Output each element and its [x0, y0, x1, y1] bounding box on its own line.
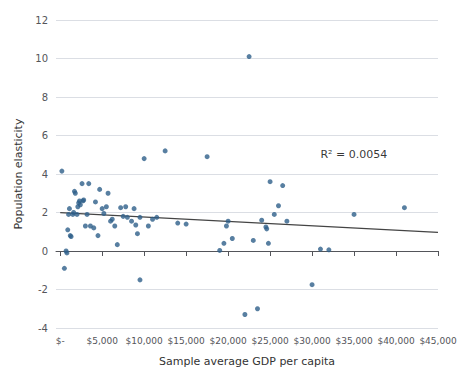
svg-text:0: 0	[42, 246, 48, 257]
svg-text:$10,000: $10,000	[126, 336, 163, 346]
svg-text:$30,000: $30,000	[293, 336, 330, 346]
svg-text:$20,000: $20,000	[210, 336, 247, 346]
svg-text:6: 6	[42, 130, 48, 141]
svg-text:Population elasticity: Population elasticity	[12, 118, 25, 229]
svg-text:R² = 0.0054: R² = 0.0054	[320, 148, 387, 161]
svg-text:$15,000: $15,000	[168, 336, 205, 346]
svg-text:2: 2	[42, 207, 48, 218]
svg-text:8: 8	[42, 92, 48, 103]
svg-text:$25,000: $25,000	[251, 336, 288, 346]
svg-text:$40,000: $40,000	[377, 336, 414, 346]
svg-text:$35,000: $35,000	[335, 336, 372, 346]
svg-text:$-: $-	[56, 336, 65, 346]
svg-text:-4: -4	[38, 323, 48, 334]
svg-text:$45,000: $45,000	[419, 336, 456, 346]
svg-text:12: 12	[35, 15, 48, 26]
svg-text:4: 4	[42, 169, 48, 180]
svg-text:$5,000: $5,000	[86, 336, 118, 346]
svg-text:-2: -2	[38, 284, 48, 295]
svg-text:10: 10	[35, 53, 48, 64]
svg-text:Sample average GDP per capita: Sample average GDP per capita	[159, 355, 335, 368]
